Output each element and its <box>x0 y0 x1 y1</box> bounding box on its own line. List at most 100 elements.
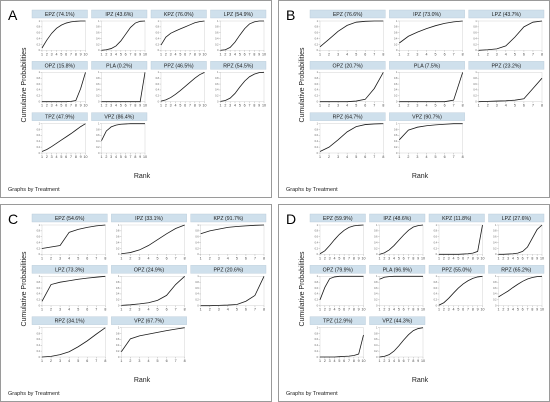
y-tick-label: 0 <box>317 100 319 103</box>
x-tick-label: 5 <box>236 256 238 260</box>
x-tick-label: 3 <box>416 52 418 56</box>
x-tick-label: 8 <box>462 155 464 159</box>
x-tick-label: 2 <box>407 155 409 159</box>
x-tick-label: 1 <box>319 359 321 363</box>
y-tick-label: 1 <box>217 20 219 23</box>
y-tick-label: 0 <box>98 49 100 52</box>
y-tick-label: 0.8 <box>315 332 319 335</box>
y-tick-label: 0.2 <box>434 247 438 250</box>
x-tick-label: 2 <box>105 104 107 108</box>
subplot-strip <box>210 9 267 19</box>
x-tick-label: 2 <box>50 359 52 363</box>
subplot-lpz: LPZ (27.6%)00.20.40.60.811 2 3 4 5 6 7 8 9 10 <box>488 213 545 260</box>
x-tick-label: 6 <box>166 256 168 260</box>
cumulative-line <box>220 71 265 102</box>
panel-A: A Cumulative Probabilities Rank Graphs by T… <box>0 0 272 198</box>
x-tick-label: 1 <box>319 308 321 312</box>
x-tick-label: 10 <box>84 52 88 56</box>
x-tick-label: 4 <box>346 155 348 159</box>
x-tick-label: 7 <box>467 256 469 260</box>
x-tick-label: 8 <box>134 104 136 108</box>
y-tick-label: 0.8 <box>374 230 378 233</box>
y-tick-label: 0.6 <box>493 236 497 239</box>
plot-area <box>41 224 106 255</box>
cumulative-line <box>200 224 265 235</box>
x-tick-label: 8 <box>253 52 255 56</box>
x-tick-label: 7 <box>70 52 72 56</box>
x-tick-label: 4 <box>56 52 58 56</box>
x-tick-label: 8 <box>382 52 384 56</box>
y-tick-label: 0.4 <box>96 140 100 143</box>
y-tick-label: 0 <box>396 49 398 52</box>
subplot-title: PPZ (46.5%) <box>164 63 194 69</box>
x-tick-label: 5 <box>435 52 437 56</box>
y-tick-label: 0.2 <box>493 247 497 250</box>
y-tick-label: 0.4 <box>374 293 378 296</box>
subplot-strip <box>150 61 207 70</box>
x-tick-label: 2 <box>383 359 385 363</box>
y-tick-label: 0.4 <box>374 241 378 244</box>
x-tick-label: 10 <box>84 104 88 108</box>
subplot-strip <box>428 213 485 223</box>
y-tick-label: 0.6 <box>374 287 378 290</box>
x-tick-label: 1 <box>319 155 321 159</box>
y-tick-label: 0.2 <box>215 95 219 98</box>
x-tick-label: 3 <box>229 52 231 56</box>
y-tick-label: 0.2 <box>315 247 319 250</box>
x-tick-label: 8 <box>541 104 543 108</box>
x-tick-label: 3 <box>416 155 418 159</box>
cumulative-line <box>41 275 106 302</box>
x-tick-label: 1 <box>41 155 43 159</box>
x-tick-label: 3 <box>329 359 331 363</box>
x-tick-label: 6 <box>86 256 88 260</box>
y-tick-label: 1 <box>39 20 41 23</box>
y-tick-label: 1 <box>39 326 41 329</box>
y-tick-label: 0.2 <box>374 299 378 302</box>
y-tick-label: 0.2 <box>473 95 477 98</box>
subplot-title: LPZ (43.7%) <box>492 12 521 18</box>
x-tick-label: 4 <box>68 256 70 260</box>
cumulative-line <box>320 334 364 358</box>
x-tick-label: 9 <box>358 256 360 260</box>
x-tick-label: 8 <box>134 155 136 159</box>
cumulative-line <box>379 224 424 255</box>
y-tick-label: 0.8 <box>315 26 319 29</box>
subplot-title: PPZ (23.2%) <box>491 63 521 69</box>
cumulative-line <box>478 77 543 103</box>
x-tick-label: 3 <box>448 256 450 260</box>
x-tick-label: 3 <box>218 308 220 312</box>
x-tick-label: 4 <box>425 52 427 56</box>
y-tick-label: 0.8 <box>394 128 398 131</box>
y-tick-label: 0.2 <box>96 43 100 46</box>
x-tick-label: 7 <box>95 308 97 312</box>
y-tick-label: 1 <box>396 71 398 74</box>
plot-area <box>379 224 424 255</box>
subplot-epz: EPZ (54.6%) 0 0.2 0.4 0.6 0.8 1 1 2 3 4 5 6 7 8 <box>31 213 108 260</box>
subplot-title: OPZ (79.9%) <box>323 267 354 273</box>
x-tick-label: 8 <box>462 52 464 56</box>
y-tick-label: 0.4 <box>315 89 319 92</box>
x-tick-label: 10 <box>203 52 207 56</box>
subplot-title: RPZ (65.2%) <box>501 267 531 273</box>
x-tick-label: 2 <box>209 308 211 312</box>
x-tick-label: 2 <box>487 52 489 56</box>
plot-area <box>319 20 384 51</box>
subplot-kpz: KPZ (76.0%)00.20.40.60.811 2 3 4 5 6 7 8 9 10 <box>150 9 207 56</box>
x-tick-label: 4 <box>227 256 229 260</box>
subplot-strip <box>31 213 108 223</box>
cumulative-line <box>319 224 364 255</box>
x-tick-label: 2 <box>383 308 385 312</box>
x-tick-label: 7 <box>373 155 375 159</box>
plot-area <box>41 20 86 51</box>
y-tick-label: 0.4 <box>493 241 497 244</box>
y-tick-label: 1 <box>39 122 41 125</box>
y-tick-label: 1 <box>118 224 120 227</box>
y-tick-label: 0.8 <box>116 332 120 335</box>
plot-area <box>498 224 543 255</box>
y-tick-label: 0.6 <box>434 236 438 239</box>
subplot-strip <box>309 61 386 70</box>
x-tick-label: 2 <box>209 256 211 260</box>
subplot-strip <box>31 61 88 70</box>
x-tick-label: 6 <box>65 155 67 159</box>
y-tick-label: 0.8 <box>37 128 41 131</box>
